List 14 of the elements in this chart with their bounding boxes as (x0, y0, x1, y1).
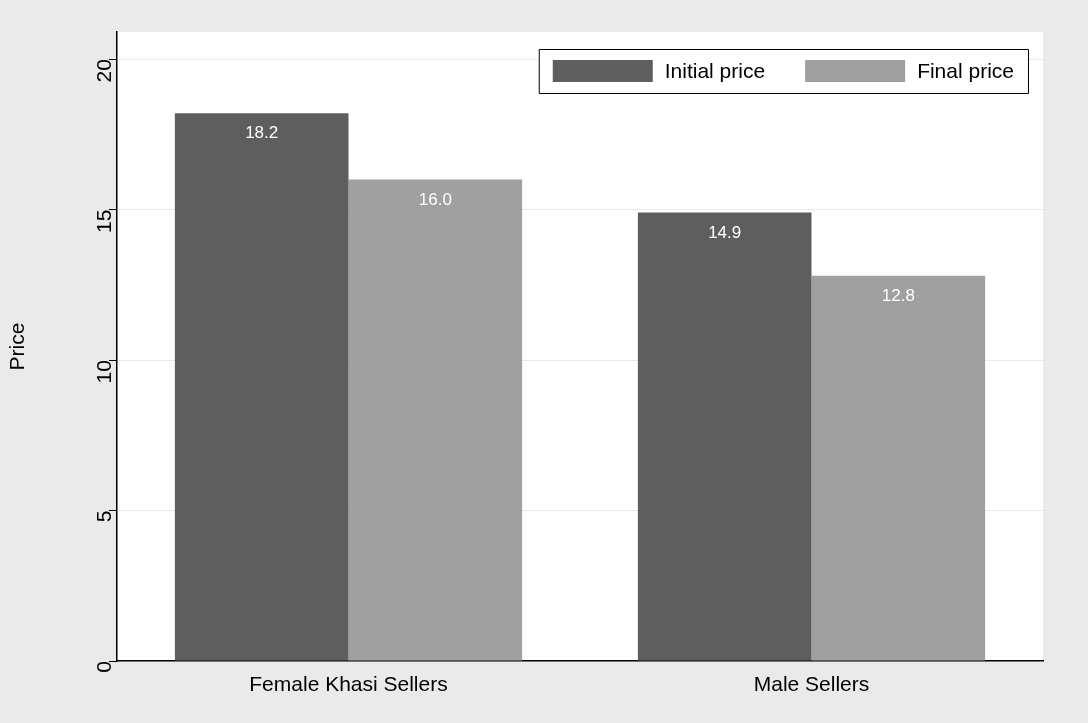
data-label: 12.8 (881, 285, 915, 305)
x-tick-label: Male Sellers (753, 672, 870, 696)
y-axis-title: Price (5, 322, 29, 371)
y-tick-label: 5 (91, 510, 115, 523)
x-tick-label: Female Khasi Sellers (249, 672, 448, 696)
y-tick-label: 20 (91, 59, 115, 83)
data-label: 14.9 (708, 222, 742, 242)
y-tick-label: 0 (91, 661, 115, 673)
y-tick-label: 10 (91, 360, 115, 384)
y-tick-label: 15 (91, 209, 115, 233)
legend-label: Initial price (664, 58, 766, 82)
data-label: 16.0 (418, 189, 452, 209)
legend-label: Final price (917, 58, 1015, 82)
data-label: 18.2 (245, 123, 279, 143)
